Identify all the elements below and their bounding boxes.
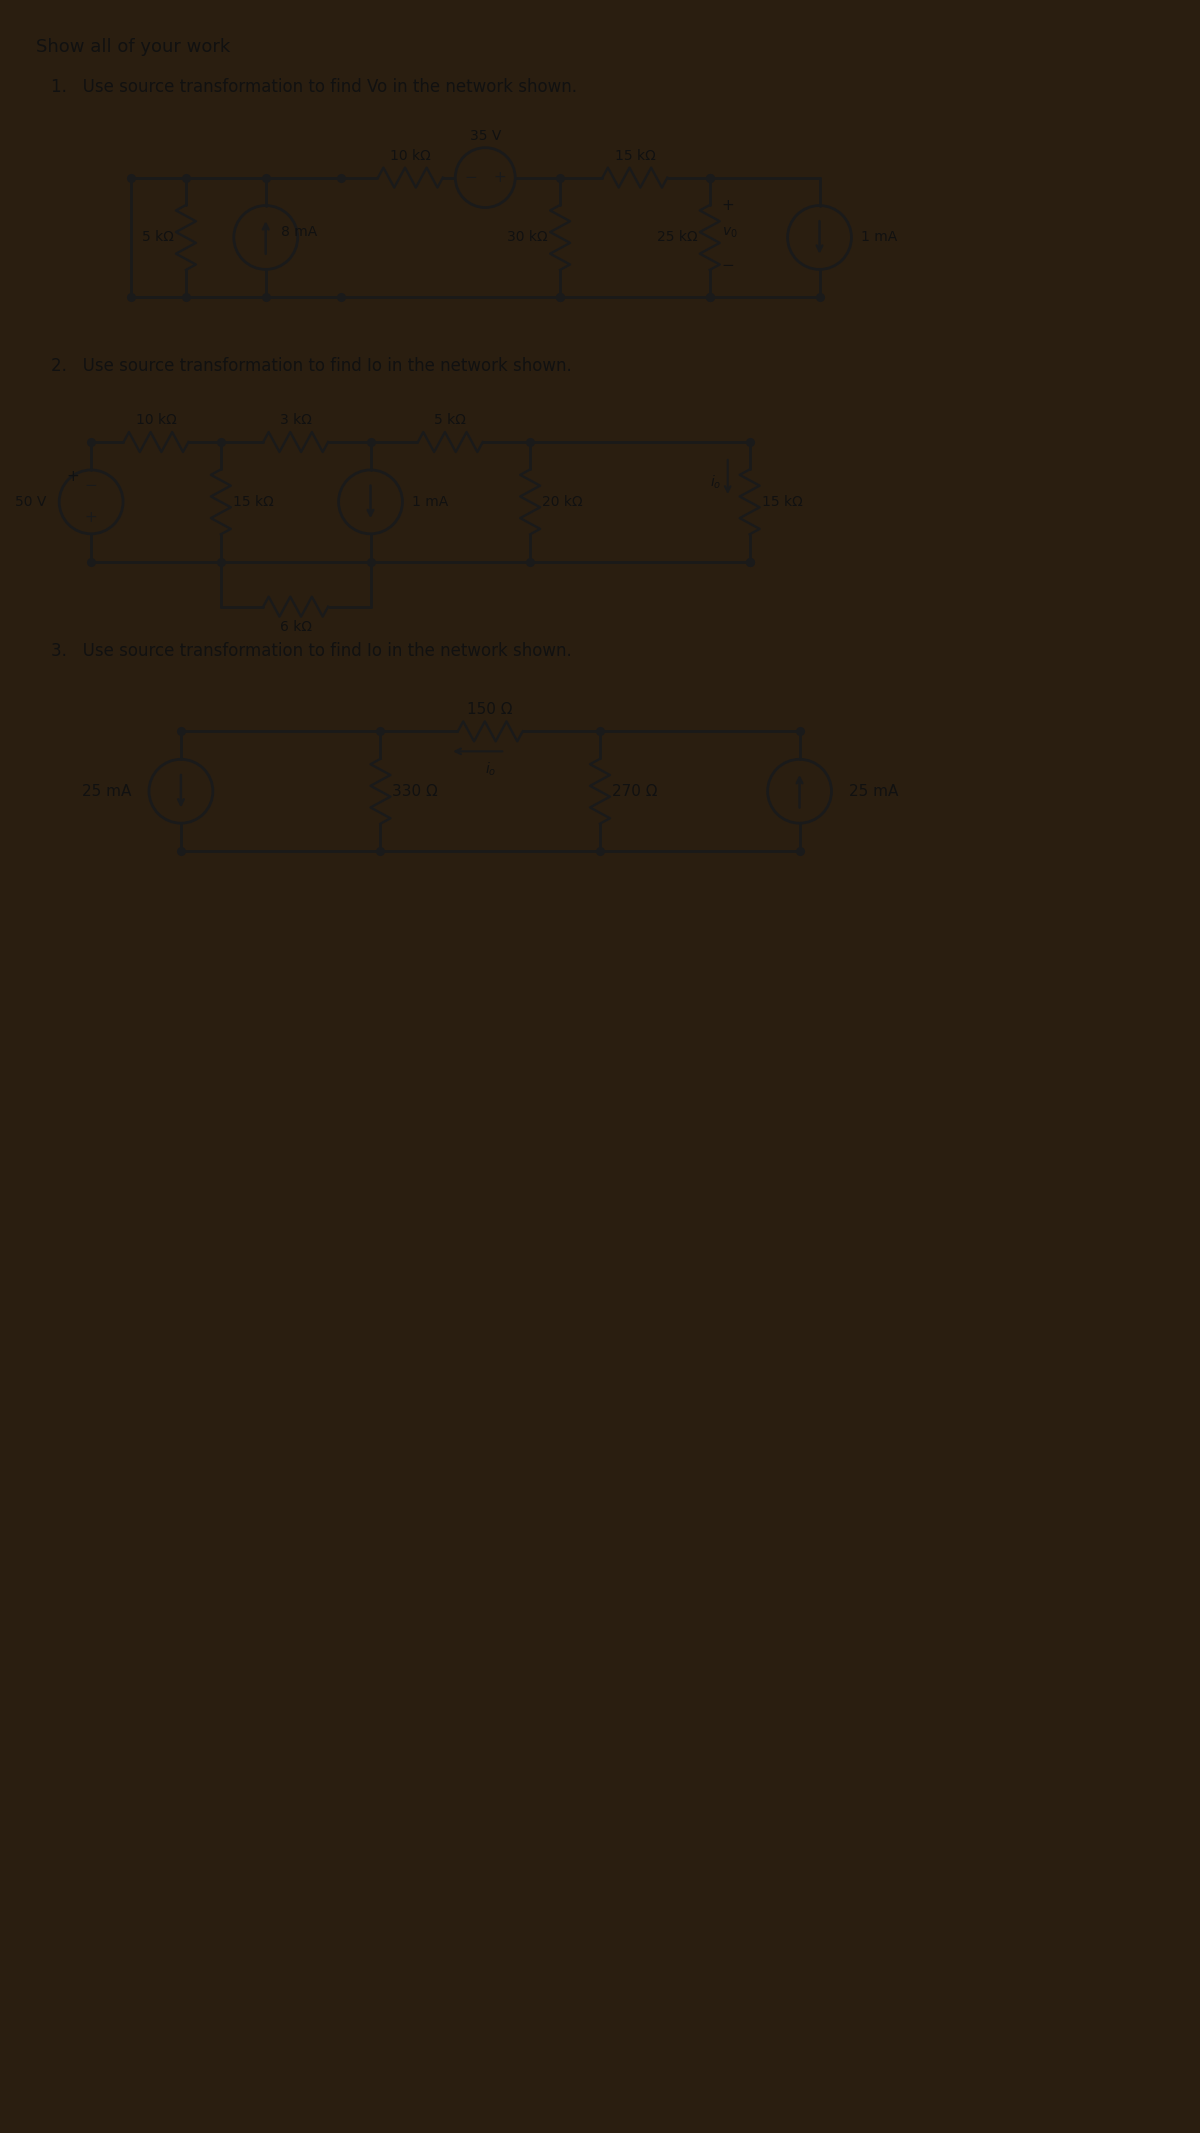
Text: −: − bbox=[721, 258, 734, 273]
Text: 6 kΩ: 6 kΩ bbox=[280, 619, 312, 634]
Text: 30 kΩ: 30 kΩ bbox=[508, 230, 548, 245]
Text: 8 mA: 8 mA bbox=[281, 226, 317, 239]
Text: $i_o$: $i_o$ bbox=[485, 761, 496, 779]
Text: 1 mA: 1 mA bbox=[862, 230, 898, 245]
Text: 1 mA: 1 mA bbox=[413, 495, 449, 510]
Text: 2.   Use source transformation to find Io in the network shown.: 2. Use source transformation to find Io … bbox=[52, 356, 572, 375]
Text: 10 kΩ: 10 kΩ bbox=[390, 149, 431, 162]
Text: 15 kΩ: 15 kΩ bbox=[614, 149, 655, 162]
Text: 15 kΩ: 15 kΩ bbox=[233, 495, 274, 510]
Text: Show all of your work: Show all of your work bbox=[36, 38, 230, 55]
Text: −: − bbox=[464, 171, 476, 186]
Text: 15 kΩ: 15 kΩ bbox=[762, 495, 803, 510]
Text: 5 kΩ: 5 kΩ bbox=[434, 414, 467, 427]
Text: 35 V: 35 V bbox=[469, 128, 500, 143]
Text: 3 kΩ: 3 kΩ bbox=[280, 414, 312, 427]
Text: 150 Ω: 150 Ω bbox=[468, 702, 512, 717]
Text: 20 kΩ: 20 kΩ bbox=[542, 495, 583, 510]
Text: 1.   Use source transformation to find Vo in the network shown.: 1. Use source transformation to find Vo … bbox=[52, 77, 577, 96]
Text: $v_0$: $v_0$ bbox=[721, 226, 738, 239]
Text: 25 mA: 25 mA bbox=[82, 783, 131, 798]
Text: $i_o$: $i_o$ bbox=[710, 474, 721, 491]
Text: 10 kΩ: 10 kΩ bbox=[136, 414, 176, 427]
Text: −: − bbox=[85, 478, 97, 493]
Text: +: + bbox=[66, 469, 79, 484]
Text: 3.   Use source transformation to find Io in the network shown.: 3. Use source transformation to find Io … bbox=[52, 642, 572, 659]
Text: +: + bbox=[721, 198, 734, 213]
Text: +: + bbox=[494, 171, 506, 186]
Text: 330 Ω: 330 Ω bbox=[392, 783, 438, 798]
Text: 25 kΩ: 25 kΩ bbox=[658, 230, 697, 245]
Text: 25 mA: 25 mA bbox=[850, 783, 899, 798]
Text: +: + bbox=[85, 510, 97, 525]
Text: 270 Ω: 270 Ω bbox=[612, 783, 658, 798]
Text: 5 kΩ: 5 kΩ bbox=[142, 230, 174, 245]
Text: 50 V: 50 V bbox=[14, 495, 47, 510]
